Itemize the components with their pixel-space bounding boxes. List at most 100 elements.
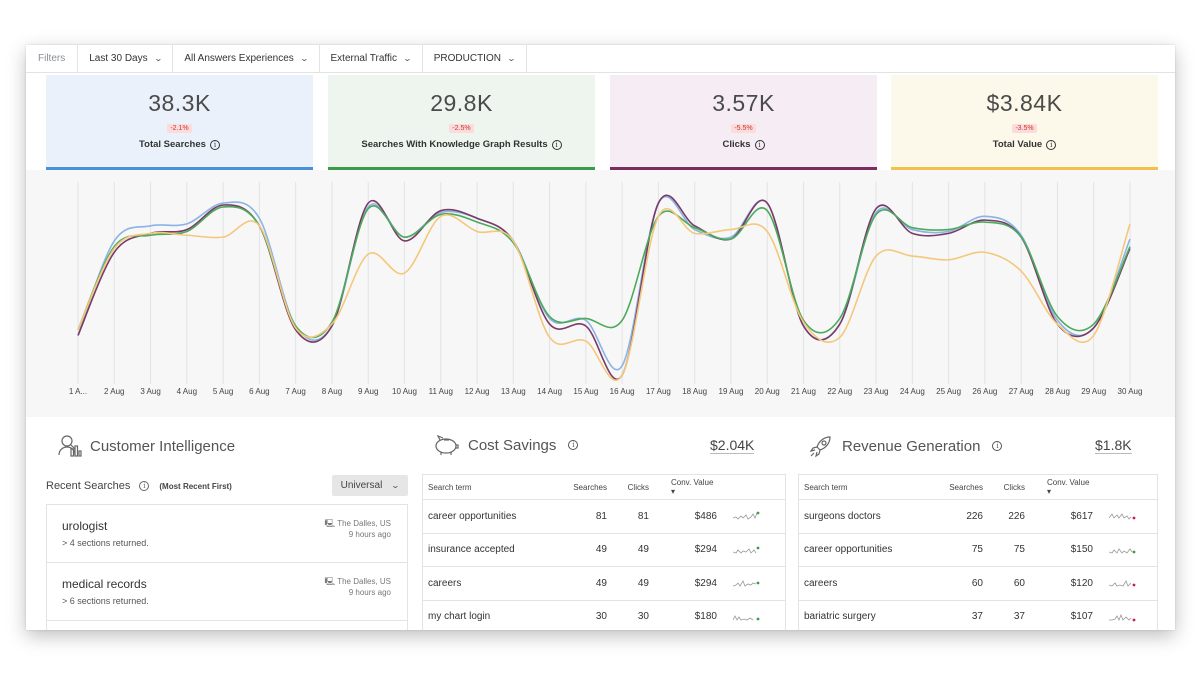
col-search-term[interactable]: Search term bbox=[428, 482, 472, 492]
cell-clicks: 30 bbox=[637, 611, 649, 623]
kpi-card-clicks[interactable]: 3.57K -5.5% Clicks i bbox=[610, 75, 877, 170]
series-line-3[interactable] bbox=[77, 205, 1131, 339]
kpi-label: Total Searches bbox=[139, 139, 206, 150]
table-row[interactable]: career opportunities 81 81 $486 bbox=[423, 500, 785, 534]
kpi-card-kg-searches[interactable]: 29.8K -2.5% Searches With Knowledge Grap… bbox=[328, 75, 595, 170]
kpi-accent-bar bbox=[46, 167, 313, 170]
table-header: Search term Searches Clicks Conv. Value … bbox=[423, 475, 785, 500]
info-icon[interactable]: i bbox=[568, 440, 579, 450]
x-tick-label: 13 Aug bbox=[501, 387, 526, 396]
cell-value: $107 bbox=[1070, 611, 1093, 623]
cell-value: $150 bbox=[1070, 544, 1093, 556]
cost-savings-total[interactable]: $2.04K bbox=[710, 437, 755, 454]
cell-value: $617 bbox=[1070, 510, 1093, 522]
analytics-window: Filters Last 30 Days ⌄ All Answers Experi… bbox=[26, 45, 1175, 630]
col-conv-value[interactable]: Conv. Value ▾ bbox=[1025, 478, 1093, 496]
cell-value: $180 bbox=[694, 611, 717, 623]
x-tick-label: 10 Aug bbox=[392, 387, 417, 396]
x-tick-label: 9 Aug bbox=[358, 387, 378, 396]
table-row[interactable]: bariatric surgery 37 37 $107 bbox=[799, 601, 1157, 631]
date-range-label: Last 30 Days bbox=[89, 53, 148, 64]
traffic-label: External Traffic bbox=[330, 53, 398, 64]
kpi-card-total-value[interactable]: $3.84K -3.5% Total Value i bbox=[891, 75, 1158, 170]
info-icon[interactable]: i bbox=[754, 139, 765, 150]
col-search-term[interactable]: Search term bbox=[804, 482, 848, 492]
series-line-4[interactable] bbox=[77, 207, 1131, 381]
col-searches[interactable]: Searches bbox=[573, 482, 607, 492]
search-time: 9 hours ago bbox=[348, 588, 391, 597]
info-icon[interactable]: i bbox=[139, 481, 150, 491]
sections-returned-toggle[interactable]: > 6 sections returned. bbox=[62, 596, 149, 606]
x-tick-label: 24 Aug bbox=[900, 387, 925, 396]
col-searches[interactable]: Searches bbox=[949, 482, 983, 492]
kpi-delta-badge: -2.1% bbox=[167, 124, 192, 133]
cell-searches: 226 bbox=[966, 510, 983, 522]
col-clicks[interactable]: Clicks bbox=[1003, 482, 1025, 492]
experience-filter[interactable]: All Answers Experiences ⌄ bbox=[173, 45, 320, 72]
cell-clicks: 81 bbox=[637, 510, 649, 522]
analytics-person-icon bbox=[56, 433, 82, 459]
x-tick-label: 5 Aug bbox=[213, 387, 233, 396]
search-location: The Dalles, US bbox=[337, 577, 391, 586]
kpi-delta-badge: -5.5% bbox=[731, 124, 756, 133]
table-row[interactable]: my chart login 30 30 $180 bbox=[423, 601, 785, 631]
table-row[interactable]: career opportunities 75 75 $150 bbox=[799, 534, 1157, 567]
chevron-down-icon: ⌄ bbox=[390, 481, 401, 490]
table-row[interactable]: insurance accepted 49 49 $294 bbox=[423, 534, 785, 567]
info-icon[interactable]: i bbox=[992, 441, 1003, 451]
kpi-accent-bar bbox=[610, 167, 877, 170]
info-icon[interactable]: i bbox=[1046, 139, 1057, 150]
cell-value: $294 bbox=[694, 577, 717, 589]
table-row[interactable]: careers 60 60 $120 bbox=[799, 567, 1157, 601]
cell-clicks: 226 bbox=[1008, 510, 1025, 522]
traffic-filter[interactable]: External Traffic ⌄ bbox=[320, 45, 423, 72]
cell-searches: 60 bbox=[971, 577, 983, 589]
list-item[interactable]: medical records > 6 sections returned. 🖳… bbox=[47, 563, 407, 621]
date-range-filter[interactable]: Last 30 Days ⌄ bbox=[78, 45, 174, 72]
chevron-down-icon: ⌄ bbox=[153, 54, 163, 63]
sparkline bbox=[717, 510, 777, 522]
x-tick-label: 27 Aug bbox=[1009, 387, 1034, 396]
cell-clicks: 60 bbox=[1013, 577, 1025, 589]
info-icon[interactable]: i bbox=[209, 139, 220, 150]
sparkline bbox=[1093, 577, 1153, 589]
revenue-generation-title: Revenue Generation bbox=[842, 437, 981, 455]
x-tick-label: 20 Aug bbox=[755, 387, 780, 396]
col-clicks[interactable]: Clicks bbox=[627, 482, 649, 492]
series-line-1[interactable] bbox=[77, 195, 1131, 371]
col-conv-value[interactable]: Conv. Value ▾ bbox=[649, 478, 717, 496]
kpi-value: 29.8K bbox=[430, 90, 493, 116]
search-time: 9 hours ago bbox=[348, 530, 391, 539]
x-tick-label: 21 Aug bbox=[791, 387, 816, 396]
piggy-bank-icon bbox=[432, 433, 460, 457]
kpi-label: Clicks bbox=[722, 139, 751, 150]
kpi-delta-badge: -2.5% bbox=[449, 124, 474, 133]
sparkline bbox=[1093, 611, 1153, 623]
revenue-generation-total[interactable]: $1.8K bbox=[1095, 437, 1132, 454]
kpi-card-total-searches[interactable]: 38.3K -2.1% Total Searches i bbox=[46, 75, 313, 170]
cell-clicks: 75 bbox=[1013, 544, 1025, 556]
cell-term: bariatric surgery bbox=[804, 611, 876, 623]
x-tick-label: 15 Aug bbox=[573, 387, 598, 396]
search-type-select[interactable]: Universal ⌄ bbox=[331, 475, 408, 496]
table-row[interactable]: careers 49 49 $294 bbox=[423, 567, 785, 601]
info-icon[interactable]: i bbox=[551, 139, 562, 150]
environment-filter[interactable]: PRODUCTION ⌄ bbox=[423, 45, 527, 72]
table-row[interactable]: surgeons doctors 226 226 $617 bbox=[799, 500, 1157, 534]
cell-searches: 49 bbox=[595, 544, 607, 556]
recent-searches-header: Recent Searches i (Most Recent First) Un… bbox=[46, 475, 408, 497]
kpi-delta-badge: -3.5% bbox=[1012, 124, 1037, 133]
search-meta: 🖳 The Dalles, US 9 hours ago bbox=[324, 518, 391, 540]
chevron-down-icon: ⌄ bbox=[506, 54, 517, 63]
x-tick-label: 7 Aug bbox=[285, 387, 305, 396]
x-tick-label: 2 Aug bbox=[104, 387, 124, 396]
list-item[interactable]: urologist > 4 sections returned. 🖳 The D… bbox=[47, 505, 407, 563]
x-tick-label: 30 Aug bbox=[1118, 387, 1143, 396]
customer-intelligence-header: Customer Intelligence bbox=[56, 433, 235, 459]
x-tick-label: 16 Aug bbox=[610, 387, 635, 396]
desktop-icon: 🖳 bbox=[324, 519, 336, 528]
kpi-accent-bar bbox=[328, 167, 595, 170]
sections-returned-toggle[interactable]: > 4 sections returned. bbox=[62, 538, 149, 548]
x-tick-label: 22 Aug bbox=[827, 387, 852, 396]
sort-desc-icon: ▾ bbox=[1047, 487, 1052, 496]
